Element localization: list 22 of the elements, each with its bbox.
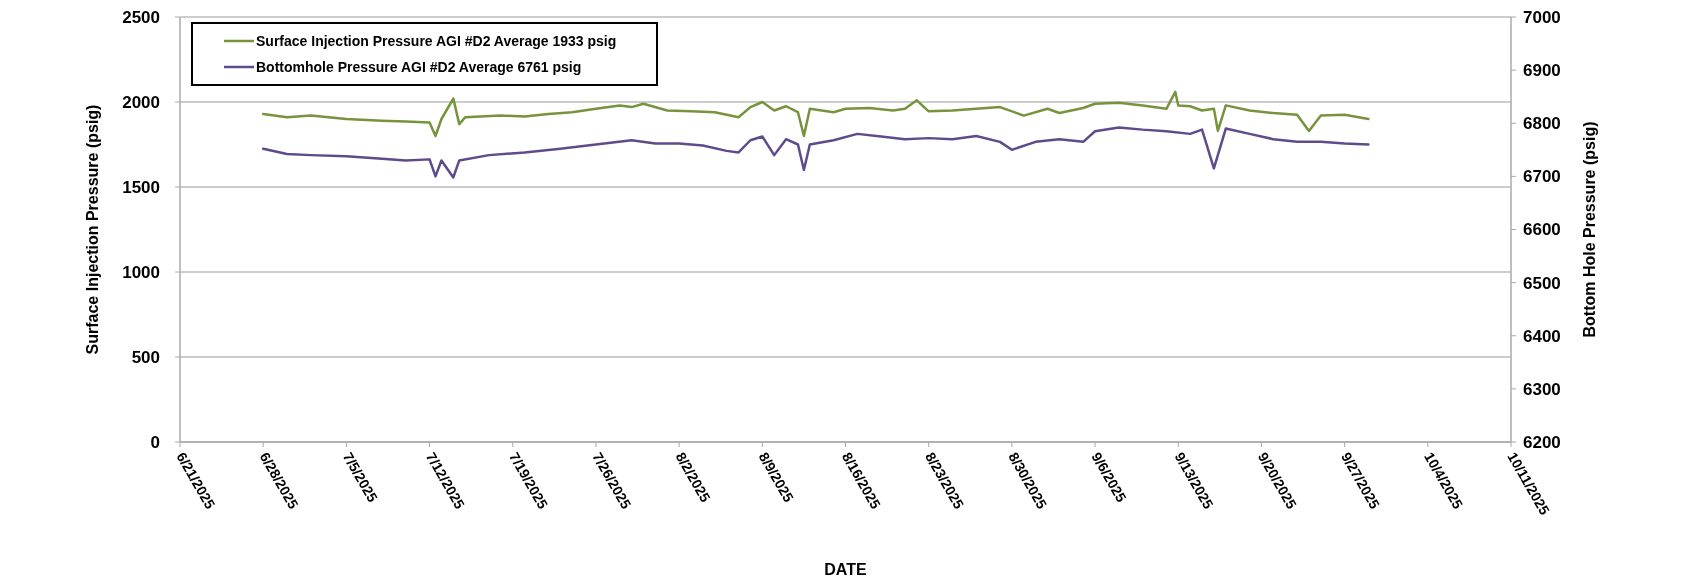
y-tick-label: 1500: [122, 177, 160, 197]
y-tick-label: 0: [150, 432, 160, 452]
legend-label: Bottomhole Pressure AGI #D2 Average 6761 psig: [256, 58, 582, 75]
y2-tick-label: 6600: [1523, 220, 1561, 240]
y-tick-label: 500: [131, 347, 160, 367]
y2-tick-label: 6400: [1523, 326, 1561, 346]
y2-tick-label: 6900: [1523, 61, 1561, 81]
y-tick-label: 2500: [122, 7, 160, 27]
y2-tick-label: 6800: [1523, 114, 1561, 134]
x-axis-title: DATE: [824, 561, 868, 578]
legend-label: Surface Injection Pressure AGI #D2 Average 1933 psig: [256, 32, 617, 49]
y-axis-title: Surface Injection Pressure (psig): [84, 104, 101, 355]
y2-tick-label: 6500: [1523, 273, 1561, 293]
y2-tick-label: 6300: [1523, 379, 1561, 399]
y-tick-label: 1000: [122, 262, 160, 282]
y2-tick-label: 6700: [1523, 167, 1561, 187]
y2-tick-label: 7000: [1523, 7, 1561, 27]
y2-axis-title: Bottom Hole Pressure (psig): [1581, 121, 1598, 338]
y2-tick-label: 6200: [1523, 432, 1561, 452]
line-series: [261, 90, 1370, 138]
line-series: [261, 126, 1370, 179]
y-tick-label: 2000: [122, 92, 160, 112]
